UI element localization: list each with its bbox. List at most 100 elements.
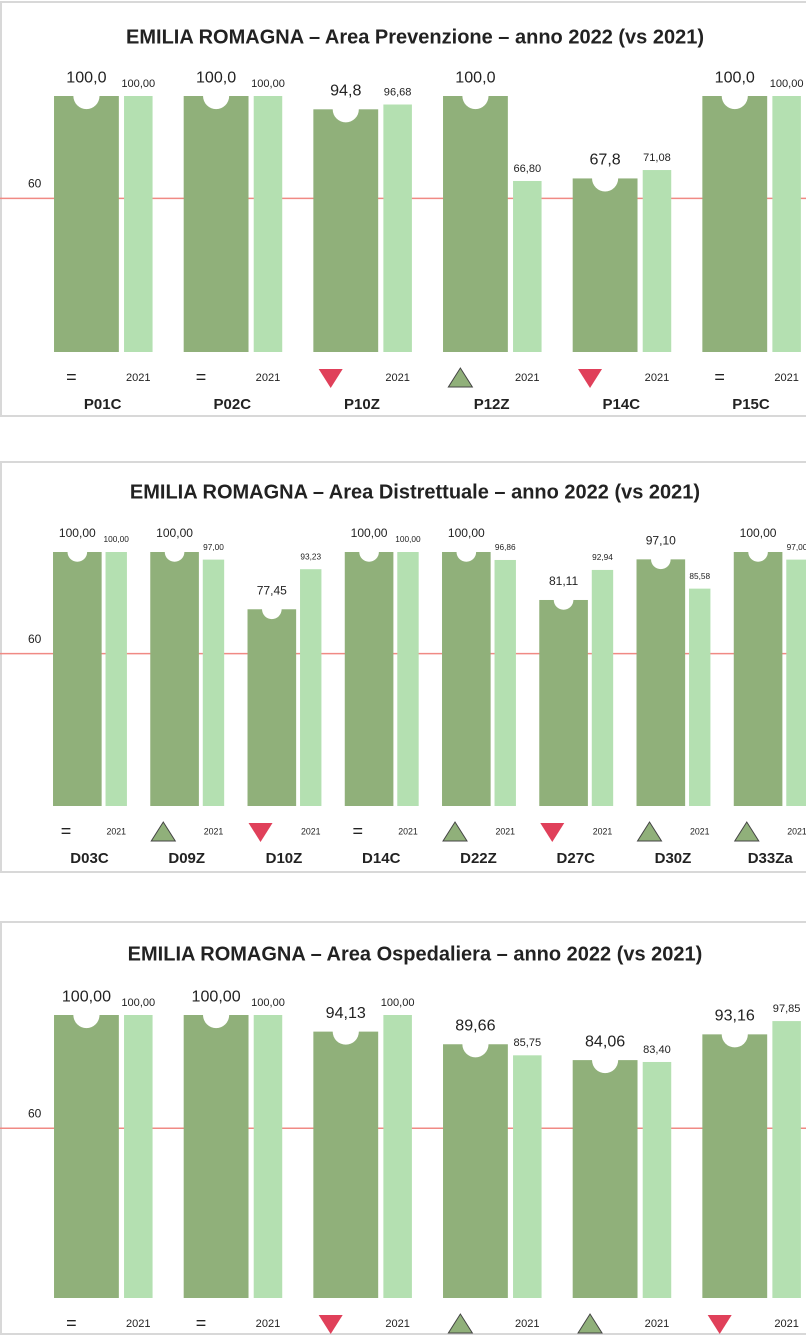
bar-notch: [332, 96, 359, 123]
trend-equal: =: [714, 367, 725, 387]
value-label-2022: 100,0: [715, 68, 755, 86]
year-label: 2021: [593, 826, 613, 836]
bar-2022: [183, 96, 249, 352]
value-label-2021: 100,00: [770, 78, 804, 90]
bar-2022: [183, 1015, 249, 1298]
year-label: 2021: [690, 826, 710, 836]
x-tick-label: P02C: [214, 396, 252, 413]
year-label: 2021: [126, 372, 151, 384]
trend-equal: =: [196, 367, 207, 387]
year-label: 2021: [398, 826, 418, 836]
bar-2021: [513, 180, 542, 352]
value-label-2021: 100,00: [381, 997, 415, 1009]
value-label-2022: 100,0: [196, 68, 236, 86]
value-label-2022: 67,8: [589, 151, 620, 169]
bar-2022: [442, 552, 491, 806]
value-label-2022: 100,00: [59, 526, 96, 540]
bar-notch: [592, 165, 619, 192]
bar-notch: [203, 82, 230, 110]
bar-notch: [651, 549, 671, 570]
bar-2021: [383, 1015, 412, 1298]
value-label-2022: 77,45: [257, 583, 287, 597]
value-label-2021: 97,85: [773, 1003, 801, 1015]
trend-up: [447, 367, 474, 388]
reference-label: 60: [28, 1106, 42, 1120]
x-tick-label: P15C: [732, 396, 770, 413]
year-label: 2021: [774, 372, 799, 384]
bar-notch: [462, 82, 489, 110]
bar-2022: [54, 96, 119, 352]
value-label-2022: 81,11: [549, 574, 579, 588]
bar-notch: [73, 82, 100, 110]
year-label: 2021: [385, 372, 410, 384]
bar-2021: [642, 170, 672, 352]
reference-label: 60: [28, 632, 42, 646]
value-label-2022: 97,10: [646, 534, 676, 548]
x-tick-label: D33Za: [748, 850, 794, 867]
trend-equal: =: [353, 821, 364, 841]
bar-2021: [772, 96, 801, 352]
trend-down: [248, 823, 273, 842]
bar-2021: [494, 559, 516, 806]
value-label-2021: 71,08: [643, 152, 671, 164]
bar-2021: [513, 1055, 542, 1298]
bar-2022: [702, 1034, 768, 1298]
value-label-2022: 94,13: [326, 1004, 366, 1022]
value-label-2021: 97,00: [203, 542, 224, 552]
x-tick-label: D10Z: [266, 850, 303, 867]
x-tick-label: D22Z: [460, 850, 497, 867]
bar-2022: [313, 1031, 379, 1298]
value-label-2022: 100,0: [455, 68, 495, 86]
bar-notch: [462, 1031, 489, 1058]
bar-2021: [124, 1015, 153, 1298]
x-tick-label: D14C: [362, 850, 401, 867]
year-label: 2021: [106, 826, 126, 836]
value-label-2021: 97,00: [787, 542, 806, 552]
bar-2021: [253, 1015, 283, 1298]
bar-notch: [332, 1018, 359, 1045]
x-tick-label: P14C: [603, 396, 641, 413]
year-label: 2021: [204, 826, 224, 836]
value-label-2021: 66,80: [513, 163, 541, 175]
bar-2022: [572, 178, 638, 352]
x-tick-label: D30Z: [655, 850, 692, 867]
value-label-2021: 100,00: [251, 997, 285, 1009]
trend-down: [540, 823, 565, 842]
bar-2021: [642, 1061, 672, 1298]
trend-up: [733, 821, 760, 842]
value-label-2022: 100,00: [62, 987, 111, 1005]
trend-equal: =: [61, 821, 72, 841]
value-label-2021: 92,94: [592, 552, 613, 562]
year-label: 2021: [645, 372, 670, 384]
year-label: 2021: [515, 1318, 540, 1330]
x-tick-label: D09Z: [168, 850, 205, 867]
bar-2022: [53, 552, 102, 806]
bar-2021: [300, 569, 322, 806]
bar-2022: [572, 1060, 638, 1298]
value-label-2022: 100,00: [351, 526, 388, 540]
year-label: 2021: [256, 1318, 281, 1330]
bar-2022: [539, 599, 588, 806]
value-label-2021: 85,75: [513, 1037, 541, 1049]
value-label-2021: 93,23: [300, 551, 321, 561]
bar-notch: [456, 542, 477, 562]
year-label: 2021: [256, 372, 281, 384]
bar-2021: [124, 96, 153, 352]
bar-2022: [733, 552, 783, 806]
x-tick-label: P12Z: [474, 396, 510, 413]
bar-notch: [164, 542, 185, 562]
trend-up: [150, 821, 177, 842]
bar-notch: [359, 542, 379, 562]
trend-down: [578, 369, 603, 388]
chart-title: EMILIA ROMAGNA – Area Ospedaliera – anno…: [128, 943, 703, 965]
value-label-2021: 83,40: [643, 1044, 671, 1056]
year-label: 2021: [495, 826, 515, 836]
value-label-2021: 96,86: [495, 542, 516, 552]
bar-2022: [443, 96, 508, 352]
bar-2021: [253, 96, 283, 352]
value-label-2021: 100,00: [104, 534, 130, 544]
trend-up: [577, 1313, 603, 1334]
trend-up: [447, 1313, 474, 1334]
value-label-2022: 100,00: [192, 987, 241, 1005]
